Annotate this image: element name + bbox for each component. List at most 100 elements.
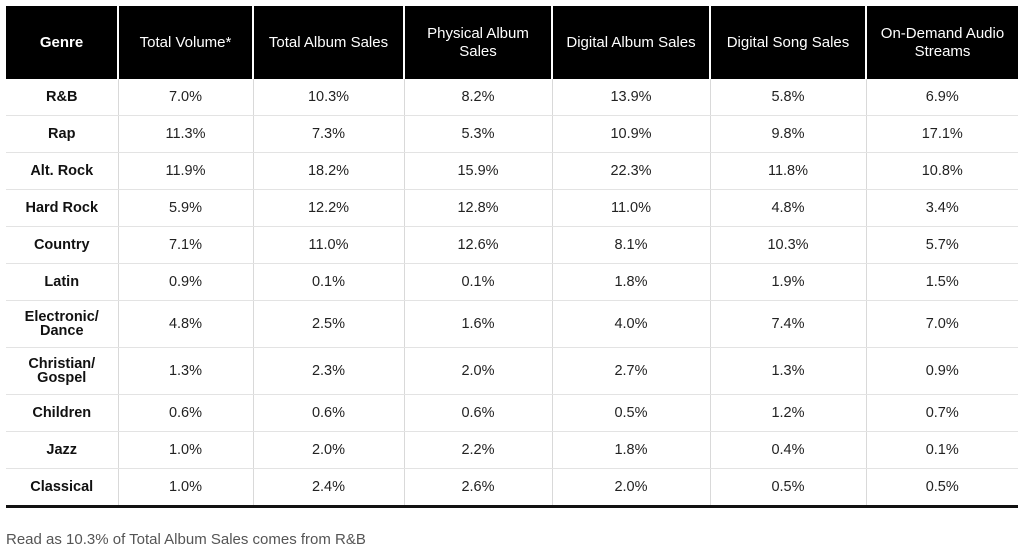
value-cell: 15.9% [403, 152, 552, 190]
value-cell: 5.7% [865, 226, 1018, 264]
value-cell: 6.9% [865, 79, 1018, 116]
value-cell: 0.5% [865, 468, 1018, 508]
value-cell: 5.9% [117, 189, 253, 227]
value-cell: 7.1% [117, 226, 253, 264]
value-cell: 7.0% [865, 300, 1018, 348]
value-cell: 10.8% [865, 152, 1018, 190]
value-cell: 0.9% [117, 263, 253, 301]
value-cell: 1.2% [709, 394, 866, 432]
value-cell: 1.9% [709, 263, 866, 301]
table-row: Jazz 1.0% 2.0% 2.2% 1.8% 0.4% 0.1% [6, 431, 1018, 469]
value-cell: 12.8% [403, 189, 552, 227]
value-cell: 9.8% [709, 115, 866, 153]
header-row: Genre Total Volume* Total Album Sales Ph… [6, 6, 1018, 79]
value-cell: 1.0% [117, 431, 253, 469]
value-cell: 17.1% [865, 115, 1018, 153]
header-physical-album-sales: Physical Album Sales [403, 6, 552, 79]
genre-share-table: Genre Total Volume* Total Album Sales Ph… [6, 6, 1018, 508]
table-row: Country 7.1% 11.0% 12.6% 8.1% 10.3% 5.7% [6, 226, 1018, 264]
genre-cell: Rap [6, 115, 118, 153]
value-cell: 3.4% [865, 189, 1018, 227]
value-cell: 0.1% [252, 263, 404, 301]
value-cell: 2.0% [403, 347, 552, 395]
value-cell: 1.0% [117, 468, 253, 508]
value-cell: 4.0% [551, 300, 710, 348]
value-cell: 1.8% [551, 263, 710, 301]
value-cell: 7.3% [252, 115, 404, 153]
table-row: Christian/ Gospel 1.3% 2.3% 2.0% 2.7% 1.3% 0.9… [6, 347, 1018, 395]
genre-cell: Latin [6, 263, 118, 301]
value-cell: 7.0% [117, 79, 253, 116]
value-cell: 11.3% [117, 115, 253, 153]
table-row: Rap 11.3% 7.3% 5.3% 10.9% 9.8% 17.1% [6, 115, 1018, 153]
footnote: Read as 10.3% of Total Album Sales comes… [6, 531, 366, 548]
value-cell: 1.3% [117, 347, 253, 395]
table-row: Children 0.6% 0.6% 0.6% 0.5% 1.2% 0.7% [6, 394, 1018, 432]
value-cell: 0.6% [117, 394, 253, 432]
value-cell: 2.7% [551, 347, 710, 395]
header-digital-song-sales: Digital Song Sales [709, 6, 866, 79]
value-cell: 0.1% [403, 263, 552, 301]
value-cell: 0.7% [865, 394, 1018, 432]
genre-cell: Children [6, 394, 118, 432]
value-cell: 12.6% [403, 226, 552, 264]
value-cell: 12.2% [252, 189, 404, 227]
value-cell: 1.5% [865, 263, 1018, 301]
value-cell: 11.0% [551, 189, 710, 227]
value-cell: 10.3% [709, 226, 866, 264]
genre-share-table-container: Genre Total Volume* Total Album Sales Ph… [6, 6, 1018, 508]
value-cell: 0.1% [865, 431, 1018, 469]
value-cell: 18.2% [252, 152, 404, 190]
value-cell: 11.9% [117, 152, 253, 190]
value-cell: 0.9% [865, 347, 1018, 395]
value-cell: 7.4% [709, 300, 866, 348]
genre-cell: Country [6, 226, 118, 264]
genre-cell: Electronic/ Dance [6, 300, 118, 348]
value-cell: 13.9% [551, 79, 710, 116]
header-total-album-sales: Total Album Sales [252, 6, 404, 79]
value-cell: 2.5% [252, 300, 404, 348]
header-on-demand-audio-streams: On-Demand Audio Streams [865, 6, 1018, 79]
value-cell: 0.6% [403, 394, 552, 432]
header-total-volume: Total Volume* [117, 6, 253, 79]
value-cell: 0.5% [709, 468, 866, 508]
genre-cell: Jazz [6, 431, 118, 469]
value-cell: 10.3% [252, 79, 404, 116]
value-cell: 2.0% [252, 431, 404, 469]
value-cell: 8.1% [551, 226, 710, 264]
table-row: Classical 1.0% 2.4% 2.6% 2.0% 0.5% 0.5% [6, 468, 1018, 508]
value-cell: 1.3% [709, 347, 866, 395]
value-cell: 2.3% [252, 347, 404, 395]
header-genre: Genre [6, 6, 118, 79]
header-digital-album-sales: Digital Album Sales [551, 6, 710, 79]
value-cell: 2.2% [403, 431, 552, 469]
genre-cell: Hard Rock [6, 189, 118, 227]
table-body: R&B 7.0% 10.3% 8.2% 13.9% 5.8% 6.9% Rap 11.3% 7.3… [6, 79, 1018, 508]
table-row: Electronic/ Dance 4.8% 2.5% 1.6% 4.0% 7.4% 7.0… [6, 300, 1018, 348]
value-cell: 11.8% [709, 152, 866, 190]
table-row: R&B 7.0% 10.3% 8.2% 13.9% 5.8% 6.9% [6, 79, 1018, 116]
table-row: Hard Rock 5.9% 12.2% 12.8% 11.0% 4.8% 3.4% [6, 189, 1018, 227]
value-cell: 1.8% [551, 431, 710, 469]
value-cell: 2.4% [252, 468, 404, 508]
value-cell: 4.8% [117, 300, 253, 348]
value-cell: 1.6% [403, 300, 552, 348]
genre-cell: Christian/ Gospel [6, 347, 118, 395]
table-row: Alt. Rock 11.9% 18.2% 15.9% 22.3% 11.8% 10.8% [6, 152, 1018, 190]
genre-cell: Classical [6, 468, 118, 508]
value-cell: 22.3% [551, 152, 710, 190]
value-cell: 0.5% [551, 394, 710, 432]
value-cell: 11.0% [252, 226, 404, 264]
value-cell: 10.9% [551, 115, 710, 153]
value-cell: 2.0% [551, 468, 710, 508]
genre-cell: Alt. Rock [6, 152, 118, 190]
value-cell: 0.6% [252, 394, 404, 432]
genre-cell: R&B [6, 79, 118, 116]
value-cell: 5.8% [709, 79, 866, 116]
value-cell: 8.2% [403, 79, 552, 116]
table-row: Latin 0.9% 0.1% 0.1% 1.8% 1.9% 1.5% [6, 263, 1018, 301]
value-cell: 0.4% [709, 431, 866, 469]
value-cell: 5.3% [403, 115, 552, 153]
value-cell: 4.8% [709, 189, 866, 227]
value-cell: 2.6% [403, 468, 552, 508]
